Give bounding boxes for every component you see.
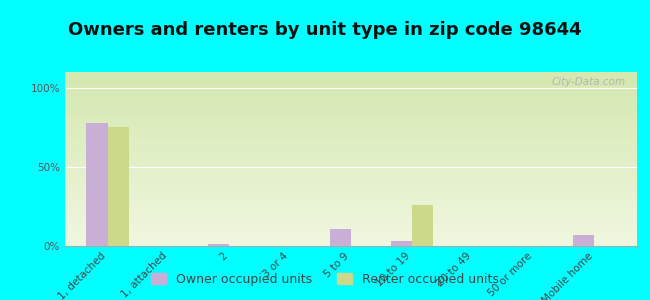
Bar [108, 128, 129, 246]
Bar [391, 241, 412, 246]
Text: City-Data.com: City-Data.com [551, 77, 625, 87]
Legend: Owner occupied units, Renter occupied units: Owner occupied units, Renter occupied un… [146, 268, 504, 291]
Bar [412, 205, 433, 246]
Bar [86, 123, 108, 246]
Text: Owners and renters by unit type in zip code 98644: Owners and renters by unit type in zip c… [68, 21, 582, 39]
Bar [330, 229, 351, 246]
Bar [208, 244, 229, 246]
Bar [573, 235, 594, 246]
